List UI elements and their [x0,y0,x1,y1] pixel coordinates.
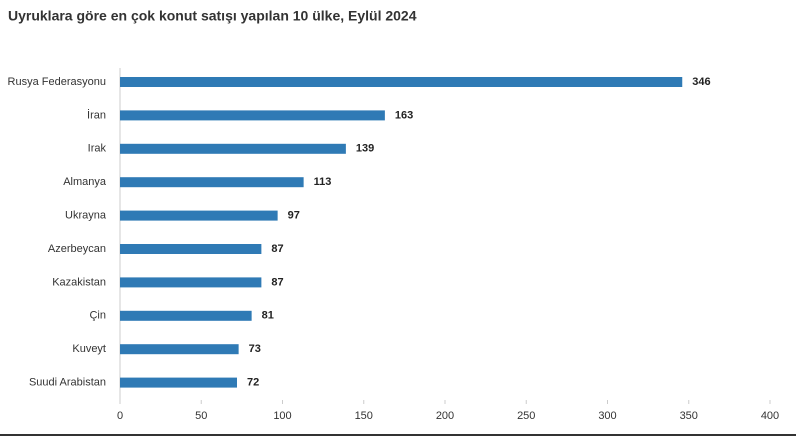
bar [120,177,304,188]
bar [120,310,252,321]
x-tick-label: 200 [436,410,454,422]
x-tick-label: 150 [355,410,373,422]
x-tick-label: 100 [273,410,291,422]
bar [120,110,385,121]
y-tick-label: Kazakistan [52,276,106,288]
value-label: 97 [288,210,300,222]
y-tick-label: Irak [88,143,107,155]
x-tick-label: 50 [195,410,207,422]
value-label: 346 [692,76,710,88]
bar [120,377,237,388]
y-tick-label: Ukrayna [65,210,107,222]
x-tick-label: 250 [517,410,535,422]
y-tick-label: Almanya [63,176,107,188]
y-tick-label: İran [87,108,106,121]
bar [120,210,278,221]
y-tick-label: Suudi Arabistan [29,377,106,389]
x-tick-label: 0 [117,410,123,422]
value-label: 113 [314,176,332,188]
value-label: 163 [395,109,413,121]
bar [120,77,683,87]
bar [120,277,262,288]
bar [120,244,262,254]
x-tick-label: 400 [761,410,779,422]
value-label: 81 [262,310,274,322]
y-tick-label: Rusya Federasyonu [8,76,106,88]
value-label: 87 [271,276,283,288]
value-label: 73 [249,343,261,355]
x-tick-label: 300 [598,410,616,422]
chart-title: Uyruklara göre en çok konut satışı yapıl… [8,8,417,24]
y-tick-label: Çin [89,310,106,322]
value-label: 72 [247,377,259,389]
x-tick-label: 350 [680,410,698,422]
y-tick-label: Kuveyt [72,343,106,355]
bar [120,344,239,355]
y-tick-label: Azerbeycan [48,243,106,255]
value-label: 139 [356,143,374,155]
bar [120,143,346,154]
value-label: 87 [271,243,283,255]
